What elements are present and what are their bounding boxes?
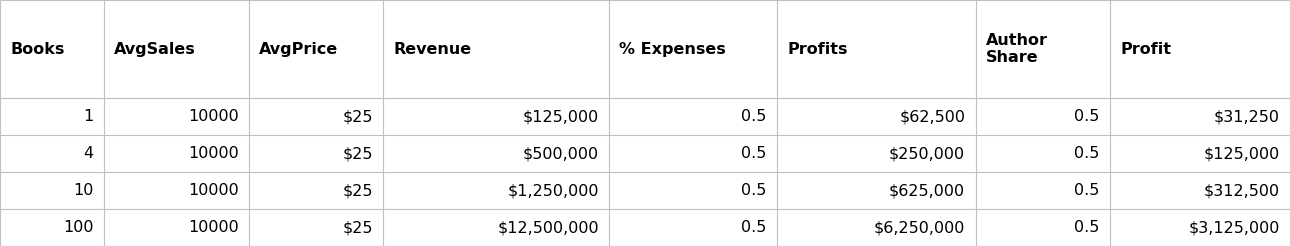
Text: % Expenses: % Expenses: [619, 42, 726, 57]
Text: $125,000: $125,000: [1204, 146, 1280, 161]
Text: Author
Share: Author Share: [986, 33, 1047, 65]
Text: 1: 1: [84, 109, 93, 124]
Text: Books: Books: [10, 42, 64, 57]
Text: Profits: Profits: [787, 42, 848, 57]
Text: 10000: 10000: [188, 183, 239, 198]
Text: 0.5: 0.5: [1075, 220, 1099, 235]
Text: $25: $25: [342, 146, 373, 161]
Text: Profit: Profit: [1120, 42, 1171, 57]
Text: 10: 10: [74, 183, 93, 198]
Text: 10000: 10000: [188, 220, 239, 235]
Text: $312,500: $312,500: [1204, 183, 1280, 198]
Text: 100: 100: [63, 220, 93, 235]
Text: $1,250,000: $1,250,000: [507, 183, 599, 198]
Text: $62,500: $62,500: [899, 109, 965, 124]
Text: AvgPrice: AvgPrice: [259, 42, 338, 57]
Text: Revenue: Revenue: [393, 42, 472, 57]
Text: $625,000: $625,000: [889, 183, 965, 198]
Text: 0.5: 0.5: [1075, 146, 1099, 161]
Text: $25: $25: [342, 183, 373, 198]
Text: $250,000: $250,000: [889, 146, 965, 161]
Text: 0.5: 0.5: [742, 220, 766, 235]
Text: $12,500,000: $12,500,000: [497, 220, 599, 235]
Text: 0.5: 0.5: [742, 146, 766, 161]
Text: 10000: 10000: [188, 109, 239, 124]
Text: $125,000: $125,000: [522, 109, 599, 124]
Text: $31,250: $31,250: [1214, 109, 1280, 124]
Text: 0.5: 0.5: [1075, 183, 1099, 198]
Text: 0.5: 0.5: [742, 109, 766, 124]
Text: $25: $25: [342, 109, 373, 124]
Text: $500,000: $500,000: [522, 146, 599, 161]
Text: AvgSales: AvgSales: [114, 42, 196, 57]
Text: $6,250,000: $6,250,000: [873, 220, 965, 235]
Text: 0.5: 0.5: [1075, 109, 1099, 124]
Text: $3,125,000: $3,125,000: [1188, 220, 1280, 235]
Text: 10000: 10000: [188, 146, 239, 161]
Text: 4: 4: [84, 146, 93, 161]
Text: 0.5: 0.5: [742, 183, 766, 198]
Text: $25: $25: [342, 220, 373, 235]
